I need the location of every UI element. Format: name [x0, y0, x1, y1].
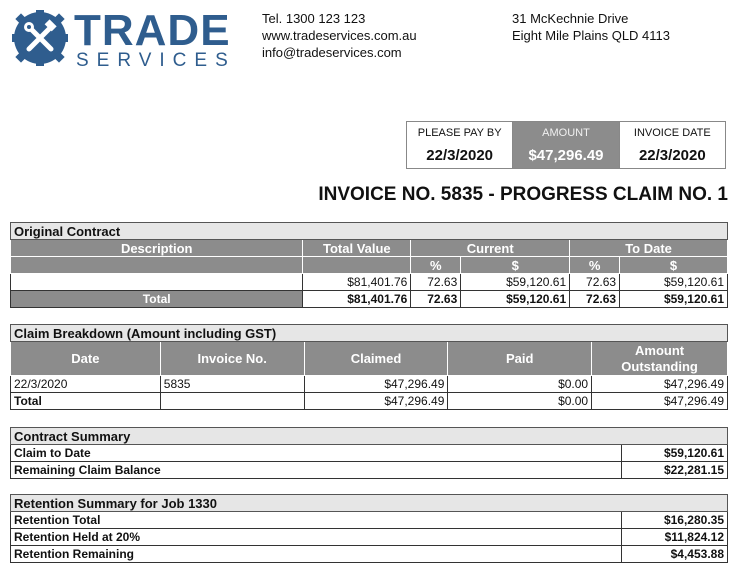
address-line-2: Eight Mile Plains QLD 4113 [512, 28, 671, 43]
column-header: $ [619, 256, 728, 274]
retention-summary-table: Retention Summary for Job 1330 Retention… [9, 494, 728, 563]
current-amount-cell: $59,120.61 [460, 273, 571, 291]
description-cell [9, 273, 304, 291]
total-row: Total $47,296.49 $0.00 $47,296.49 [10, 392, 728, 410]
retention-remaining-value: $4,453.88 [621, 545, 728, 563]
column-header: Invoice No. [159, 341, 305, 376]
logo-wordmark-trade: TRADE [74, 6, 231, 55]
outstanding-header-line-1: Amount [635, 342, 685, 358]
column-header: Description [9, 239, 304, 257]
section-title: Claim Breakdown (Amount including GST) [10, 324, 728, 342]
address-block: 31 McKechnie Drive Eight Mile Plains QLD… [512, 10, 670, 44]
to-date-pct-cell: 72.63 [569, 273, 621, 291]
amount-cell: AMOUNT $47,296.49 [513, 122, 620, 168]
to-date-amount-cell: $59,120.61 [619, 273, 728, 291]
claimed-cell: $47,296.49 [303, 375, 449, 393]
contract-summary-table: Contract Summary Claim to Date $59,120.6… [9, 427, 728, 479]
pay-by-label: PLEASE PAY BY [417, 127, 502, 139]
date-cell: 22/3/2020 [10, 375, 161, 393]
paid-cell: $0.00 [447, 375, 593, 393]
invoice-date-value: 22/3/2020 [638, 147, 706, 164]
column-header: Current [410, 239, 571, 257]
table-row: 22/3/2020 5835 $47,296.49 $0.00 $47,296.… [10, 375, 728, 393]
email-link[interactable]: info@tradeservices.com [262, 45, 402, 60]
table-row: Retention Total $16,280.35 [9, 511, 728, 529]
section-title: Contract Summary [10, 427, 728, 445]
column-header [9, 256, 304, 274]
company-logo: TRADE SERVICES [12, 6, 230, 71]
column-header: % [410, 256, 462, 274]
column-header: Date [10, 341, 161, 376]
table-row: Claim to Date $59,120.61 [9, 444, 728, 462]
current-amount-cell: $59,120.61 [460, 290, 571, 308]
total-value-cell: $81,401.76 [302, 290, 412, 308]
retention-remaining-label: Retention Remaining [9, 545, 623, 563]
outstanding-cell: $47,296.49 [591, 392, 728, 410]
column-header: % [569, 256, 621, 274]
logo-wordmark-services: SERVICES [76, 50, 236, 71]
column-header [302, 256, 412, 274]
total-label: Total [10, 392, 161, 410]
column-header: $ [460, 256, 571, 274]
pay-by-value: 22/3/2020 [426, 147, 494, 164]
tools-gear-icon [12, 10, 68, 66]
address-line-1: 31 McKechnie Drive [512, 11, 629, 26]
section-title: Retention Summary for Job 1330 [10, 494, 728, 512]
amount-value: $47,296.49 [528, 147, 604, 164]
invoice-no-cell [159, 392, 305, 410]
total-row: Total $81,401.76 72.63 $59,120.61 72.63 … [9, 290, 728, 308]
website-link[interactable]: www.tradeservices.com.au [262, 28, 417, 43]
column-header: Total Value [302, 239, 412, 257]
claimed-cell: $47,296.49 [303, 392, 449, 410]
claim-breakdown-table: Claim Breakdown (Amount including GST) D… [10, 324, 728, 410]
pay-by-cell: PLEASE PAY BY 22/3/2020 [407, 122, 514, 168]
table-row: Retention Held at 20% $11,824.12 [9, 528, 728, 546]
invoice-no-cell: 5835 [159, 375, 305, 393]
retention-held-value: $11,824.12 [621, 528, 728, 546]
outstanding-cell: $47,296.49 [591, 375, 728, 393]
total-label: Total [9, 290, 304, 308]
remaining-balance-value: $22,281.15 [621, 461, 728, 479]
claim-to-date-value: $59,120.61 [621, 444, 728, 462]
amount-label: AMOUNT [542, 127, 590, 139]
outstanding-header-line-2: Outstanding [621, 358, 698, 374]
to-date-amount-cell: $59,120.61 [619, 290, 728, 308]
table-row: $81,401.76 72.63 $59,120.61 72.63 $59,12… [9, 273, 728, 291]
section-title: Original Contract [10, 222, 728, 240]
table-row: Remaining Claim Balance $22,281.15 [9, 461, 728, 479]
contact-block: Tel. 1300 123 123 www.tradeservices.com.… [262, 10, 417, 61]
column-header: Paid [447, 341, 593, 376]
current-pct-cell: 72.63 [410, 273, 462, 291]
to-date-pct-cell: 72.63 [569, 290, 621, 308]
invoice-date-label: INVOICE DATE [633, 127, 711, 139]
column-header: Amount Outstanding [591, 341, 728, 376]
invoice-title: INVOICE NO. 5835 - PROGRESS CLAIM NO. 1 [318, 184, 728, 205]
retention-total-value: $16,280.35 [621, 511, 728, 529]
payment-summary-box: PLEASE PAY BY 22/3/2020 AMOUNT $47,296.4… [406, 121, 726, 169]
invoice-date-cell: INVOICE DATE 22/3/2020 [620, 122, 725, 168]
remaining-balance-label: Remaining Claim Balance [9, 461, 623, 479]
paid-cell: $0.00 [447, 392, 593, 410]
retention-held-label: Retention Held at 20% [9, 528, 623, 546]
column-header: Claimed [303, 341, 449, 376]
claim-to-date-label: Claim to Date [9, 444, 623, 462]
column-header: To Date [569, 239, 728, 257]
retention-total-label: Retention Total [9, 511, 623, 529]
table-row: Retention Remaining $4,453.88 [9, 545, 728, 563]
phone-text: Tel. 1300 123 123 [262, 11, 366, 26]
current-pct-cell: 72.63 [410, 290, 462, 308]
total-value-cell: $81,401.76 [302, 273, 412, 291]
original-contract-table: Original Contract Description Total Valu… [9, 222, 728, 308]
